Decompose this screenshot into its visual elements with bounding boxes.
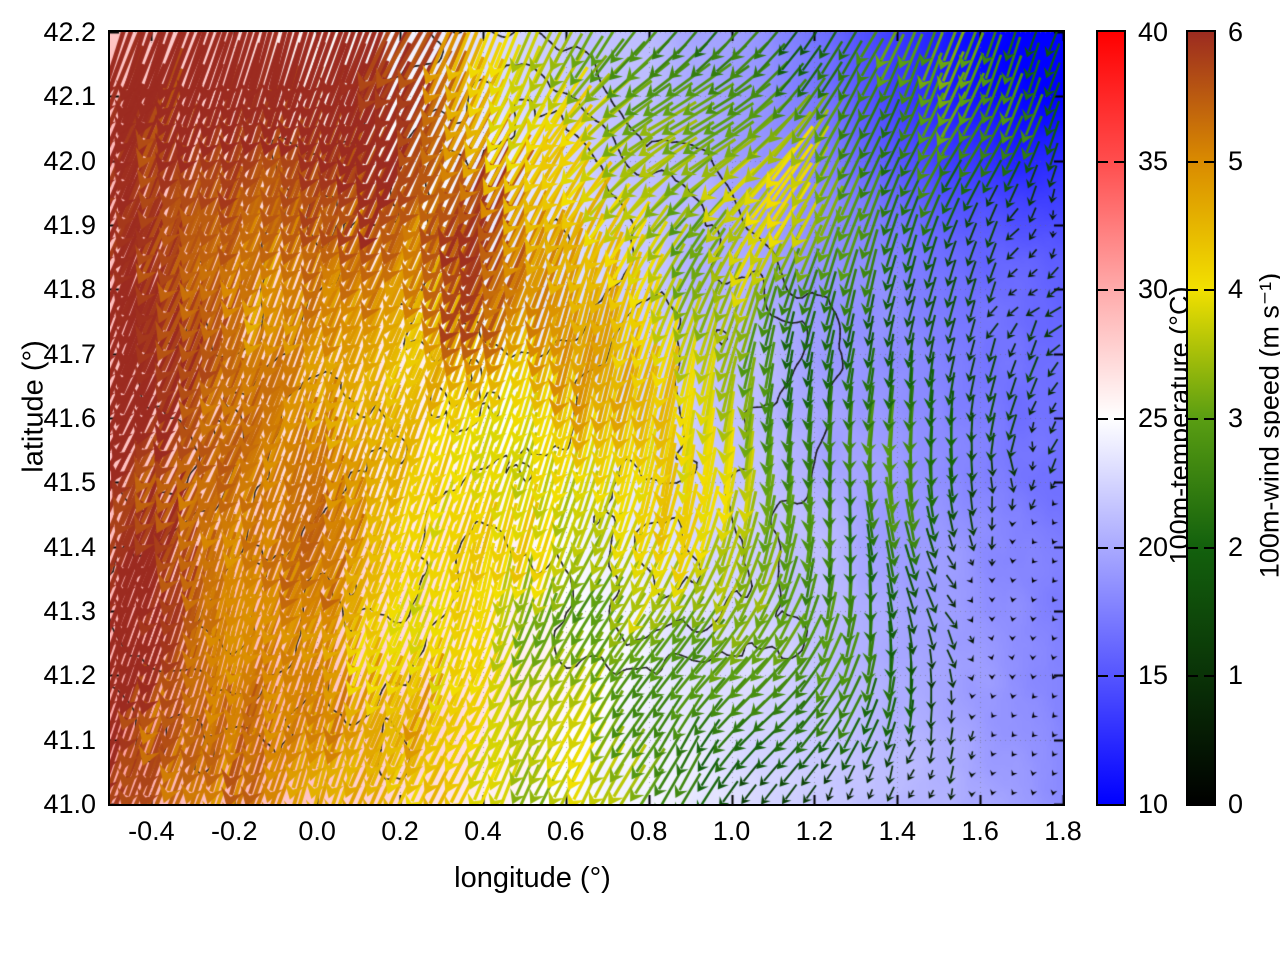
y-tick-41.7: 41.7 (43, 338, 96, 369)
colorbar-tick-mark (1114, 160, 1124, 163)
x-tick-0.4: 0.4 (464, 816, 502, 846)
y-tick-41.6: 41.6 (43, 403, 96, 433)
x-tick--0.4: -0.4 (128, 816, 175, 846)
y-tick-41.3: 41.3 (43, 596, 96, 626)
x-tick--0.2: -0.2 (211, 816, 258, 846)
colorbar-tick-mark (1098, 675, 1108, 678)
colorbar-tick-mark (1204, 160, 1214, 163)
colorbar-label-10: 10 (1138, 789, 1169, 819)
colorbar-label-4: 4 (1228, 274, 1244, 305)
x-tick-1.0: 1.0 (712, 816, 751, 846)
colorbar-tick-mark (1188, 418, 1198, 420)
colorbar-label-20: 20 (1138, 531, 1169, 562)
y-tick-41.0: 41.0 (43, 789, 96, 819)
colorbar-label-5: 5 (1228, 145, 1244, 176)
colorbar-label-25: 25 (1138, 403, 1169, 433)
x-axis-title: longitude (°) (454, 862, 611, 894)
y-tick-42.2: 42.2 (43, 17, 96, 47)
colorbar-label-6: 6 (1228, 17, 1244, 47)
colorbar-tick-mark (1188, 675, 1198, 678)
y-axis-title: latitude (°) (17, 340, 50, 473)
y-tick-41.8: 41.8 (43, 274, 96, 305)
y-tick-41.1: 41.1 (43, 724, 96, 755)
colorbar-tick-mark (1098, 418, 1108, 420)
x-tick-1.2: 1.2 (795, 816, 834, 846)
colorbar-tick-mark (1114, 675, 1124, 678)
plot-area (108, 30, 1065, 806)
colorbar-tick-mark (1204, 289, 1214, 292)
colorbar-label-40: 40 (1138, 17, 1169, 47)
colorbar-tick-mark (1098, 546, 1108, 549)
colorbar-tick-mark (1098, 160, 1108, 163)
y-tick-41.9: 41.9 (43, 210, 96, 240)
colorbar-tick-mark (1188, 289, 1198, 292)
y-tick-41.4: 41.4 (43, 531, 96, 562)
wind-speed-colorbar-title: 100m-wind speed (m s⁻¹) (1254, 272, 1280, 579)
x-tick-0.8: 0.8 (629, 816, 668, 846)
x-tick-0.6: 0.6 (547, 816, 585, 846)
colorbar-tick-mark (1188, 160, 1198, 163)
x-tick-1.4: 1.4 (878, 816, 917, 846)
colorbar-tick-mark (1114, 289, 1124, 292)
x-tick-1.6: 1.6 (961, 816, 999, 846)
colorbar-tick-mark (1114, 546, 1124, 549)
y-tick-42.0: 42.0 (43, 145, 96, 176)
colorbar-label-0: 0 (1228, 789, 1244, 819)
colorbar-tick-mark (1098, 289, 1108, 292)
y-tick-41.2: 41.2 (43, 660, 96, 691)
colorbar-tick-mark (1188, 546, 1198, 549)
colorbar-label-1: 1 (1228, 660, 1244, 691)
x-tick-0.0: 0.0 (298, 816, 336, 846)
colorbar-label-2: 2 (1228, 531, 1244, 562)
x-tick-1.8: 1.8 (1044, 816, 1082, 846)
colorbar-label-35: 35 (1138, 145, 1169, 176)
colorbar-tick-mark (1204, 418, 1214, 420)
colorbar-tick-mark (1204, 675, 1214, 678)
colorbar-label-30: 30 (1138, 274, 1169, 305)
y-tick-41.5: 41.5 (43, 467, 96, 498)
colorbar-label-15: 15 (1138, 660, 1169, 691)
colorbar-label-3: 3 (1228, 403, 1244, 433)
wind-vector-layer (110, 32, 1063, 804)
colorbar-tick-mark (1204, 546, 1214, 549)
colorbar-tick-mark (1114, 418, 1124, 420)
y-tick-42.1: 42.1 (43, 81, 96, 112)
x-tick-0.2: 0.2 (381, 816, 419, 846)
